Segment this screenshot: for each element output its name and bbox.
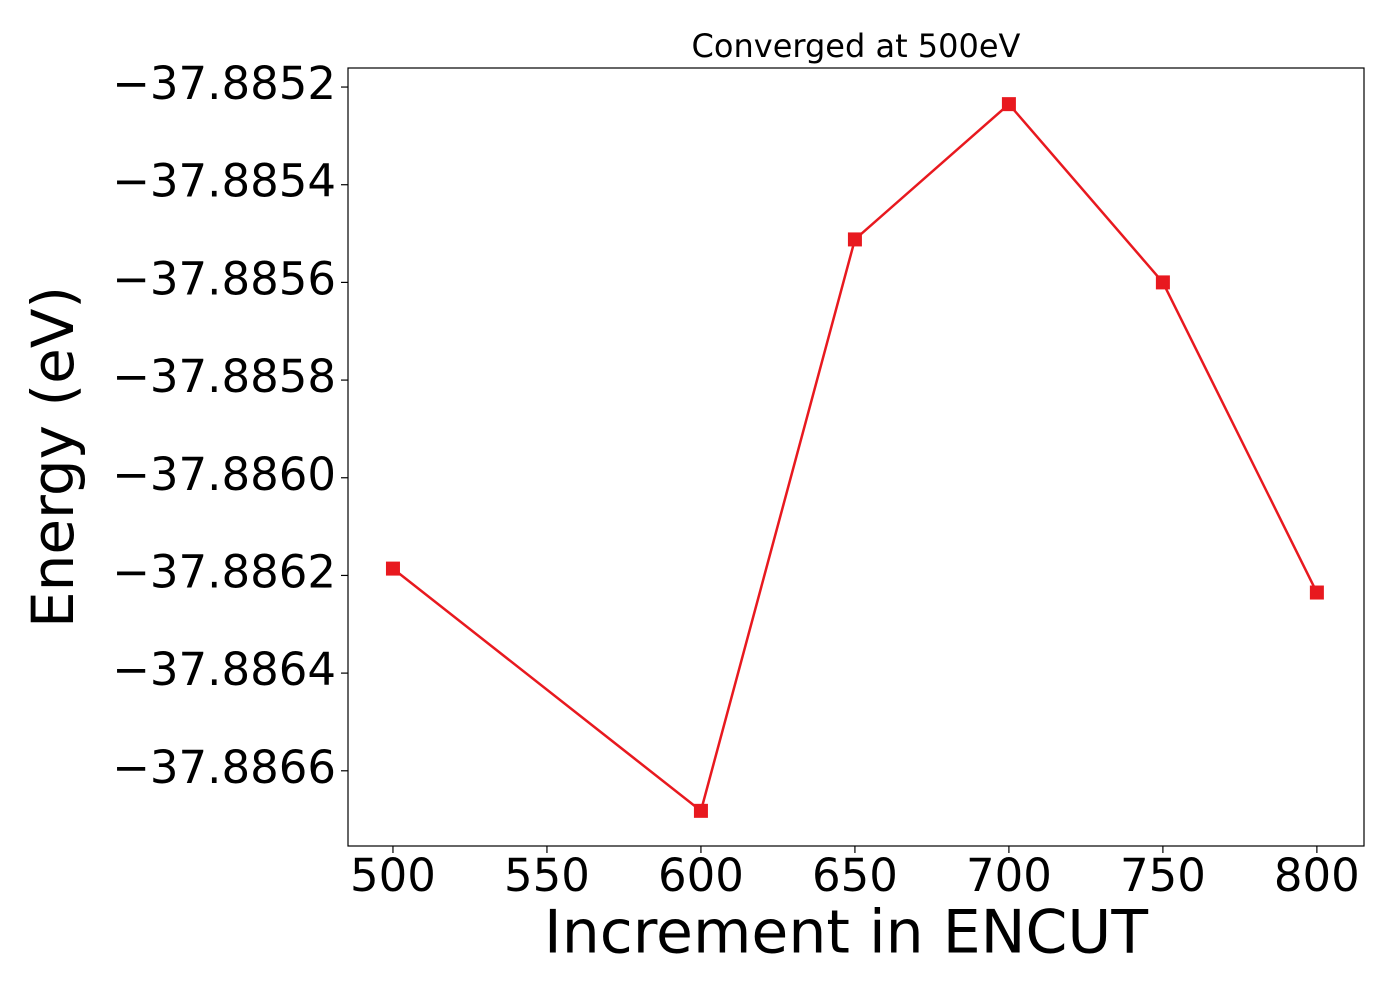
- x-tick-label: 650: [812, 849, 898, 902]
- marker: [693, 803, 708, 818]
- x-tick-label: 800: [1274, 849, 1360, 902]
- x-tick-label: 600: [658, 849, 744, 902]
- y-tick-label: −37.8860: [112, 448, 336, 501]
- y-tick-label: −37.8858: [112, 350, 336, 403]
- marker: [1155, 275, 1170, 290]
- x-tick-label: 550: [504, 849, 590, 902]
- marker: [1309, 585, 1324, 600]
- marker: [385, 561, 400, 576]
- y-tick-label: −37.8864: [112, 643, 336, 696]
- line: [392, 102, 1318, 813]
- y-tick-label: −37.8856: [112, 252, 336, 305]
- marker: [1001, 97, 1016, 112]
- y-tick-label: −37.8862: [112, 545, 336, 598]
- marker: [847, 232, 862, 247]
- plot-frame: [347, 67, 1365, 847]
- x-tick-label: 500: [350, 849, 436, 902]
- x-axis-label: Increment in ENCUT: [544, 898, 1148, 968]
- y-tick-label: −37.8866: [112, 741, 336, 794]
- x-tick-label: 750: [1120, 849, 1206, 902]
- y-tick-label: −37.8852: [112, 57, 336, 110]
- y-axis-label: Energy (eV): [19, 286, 87, 628]
- y-tick-label: −37.8854: [112, 155, 336, 208]
- x-tick-label: 700: [966, 849, 1052, 902]
- chart-title: Converged at 500eV: [692, 27, 1021, 65]
